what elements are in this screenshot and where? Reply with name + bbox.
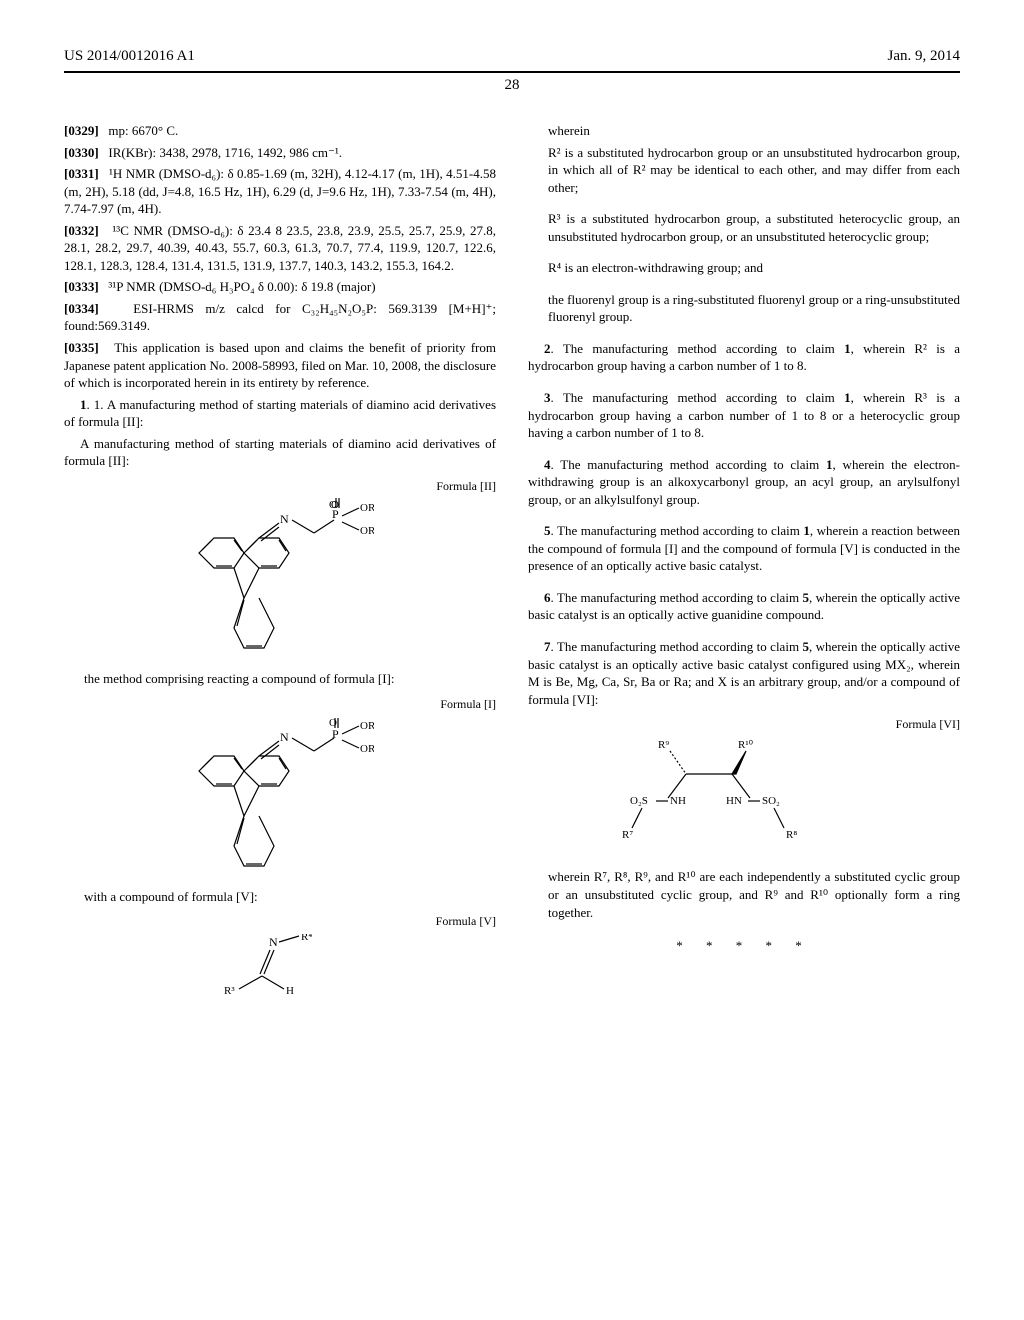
formula-I-label: Formula [I] [64, 696, 496, 712]
paragraph-0335: [0335] This application is based upon an… [64, 339, 496, 392]
claim-1-intro-text: A manufacturing method of starting mater… [64, 435, 496, 470]
publication-date: Jan. 9, 2014 [888, 48, 961, 65]
header-divider [64, 71, 960, 73]
paragraph-0333: [0333] ³¹P NMR (DMSO-d₆ H₃PO₄ δ 0.00): δ… [64, 278, 496, 296]
svg-text:H: H [286, 985, 294, 997]
svg-text:SO₂: SO₂ [762, 795, 780, 807]
claim-6: 6. The manufacturing method according to… [528, 589, 960, 624]
svg-text:R¹⁰: R¹⁰ [738, 739, 754, 751]
claim-2: 2. The manufacturing method according to… [528, 340, 960, 375]
svg-text:HN: HN [726, 795, 742, 807]
svg-text:R⁷: R⁷ [622, 829, 633, 841]
svg-text:NH: NH [670, 795, 686, 807]
svg-text:N: N [269, 935, 278, 949]
svg-text:R⁹: R⁹ [658, 739, 669, 751]
claim-3: 3. The manufacturing method according to… [528, 389, 960, 442]
svg-text:OR²: OR² [360, 502, 374, 514]
svg-text:O: O [329, 499, 337, 511]
formula-II-diagram: N P O O OR² OR² [184, 498, 374, 658]
formula-VI-label: Formula [VI] [528, 716, 960, 732]
paragraph-0331: [0331] ¹H NMR (DMSO-d₆): δ 0.85-1.69 (m,… [64, 165, 496, 218]
svg-text:OR²: OR² [360, 743, 374, 755]
claim-4: 4. The manufacturing method according to… [528, 456, 960, 509]
paragraph-0330: [0330] IR(KBr): 3438, 2978, 1716, 1492, … [64, 144, 496, 162]
claim-1-intro: 1. 1. A manufacturing method of starting… [64, 396, 496, 431]
svg-text:R⁸: R⁸ [786, 829, 797, 841]
formula-V-label: Formula [V] [64, 913, 496, 929]
r4-definition: R⁴ is an electron-withdrawing group; and [528, 259, 960, 277]
claim-5: 5. The manufacturing method according to… [528, 522, 960, 575]
page-number: 28 [64, 77, 960, 94]
wherein-label: wherein [528, 122, 960, 140]
paragraph-0332: [0332] ¹³C NMR (DMSO-d₆): δ 23.4 8 23.5,… [64, 222, 496, 275]
formula-V-diagram: N R⁴ R³ H [224, 934, 344, 1014]
svg-text:O₂S: O₂S [630, 795, 648, 807]
fluorenyl-definition: the fluorenyl group is a ring-substitute… [528, 291, 960, 326]
r3-definition: R³ is a substituted hydrocarbon group, a… [528, 210, 960, 245]
svg-text:P: P [332, 727, 339, 741]
svg-text:R⁴: R⁴ [301, 934, 312, 943]
paragraph-0329: [0329] mp: 6670° C. [64, 122, 496, 140]
end-stars: * * * * * [528, 937, 960, 955]
claim-7-end: wherein R⁷, R⁸, R⁹, and R¹⁰ are each ind… [528, 868, 960, 921]
patent-number: US 2014/0012016 A1 [64, 48, 195, 65]
right-column: wherein R² is a substituted hydrocarbon … [528, 122, 960, 1026]
svg-text:N: N [280, 730, 289, 744]
claim-7: 7. The manufacturing method according to… [528, 638, 960, 708]
formula-I-diagram: N O P OR² OR² [184, 716, 374, 876]
claim-1-mid: the method comprising reacting a compoun… [64, 670, 496, 688]
paragraph-0334: [0334] ESI-HRMS m/z calcd for C₃₂H₄₅N₂O₅… [64, 300, 496, 335]
svg-text:R³: R³ [224, 985, 235, 997]
formula-II-label: Formula [II] [64, 478, 496, 494]
r2-definition: R² is a substituted hydrocarbon group or… [528, 144, 960, 197]
claim-1-end: with a compound of formula [V]: [64, 888, 496, 906]
formula-VI-diagram: R⁹ R¹⁰ O₂S NH HN SO₂ R⁷ [618, 736, 818, 856]
svg-text:N: N [280, 512, 289, 526]
svg-text:OR²: OR² [360, 720, 374, 732]
svg-text:OR²: OR² [360, 525, 374, 537]
left-column: [0329] mp: 6670° C. [0330] IR(KBr): 3438… [64, 122, 496, 1026]
